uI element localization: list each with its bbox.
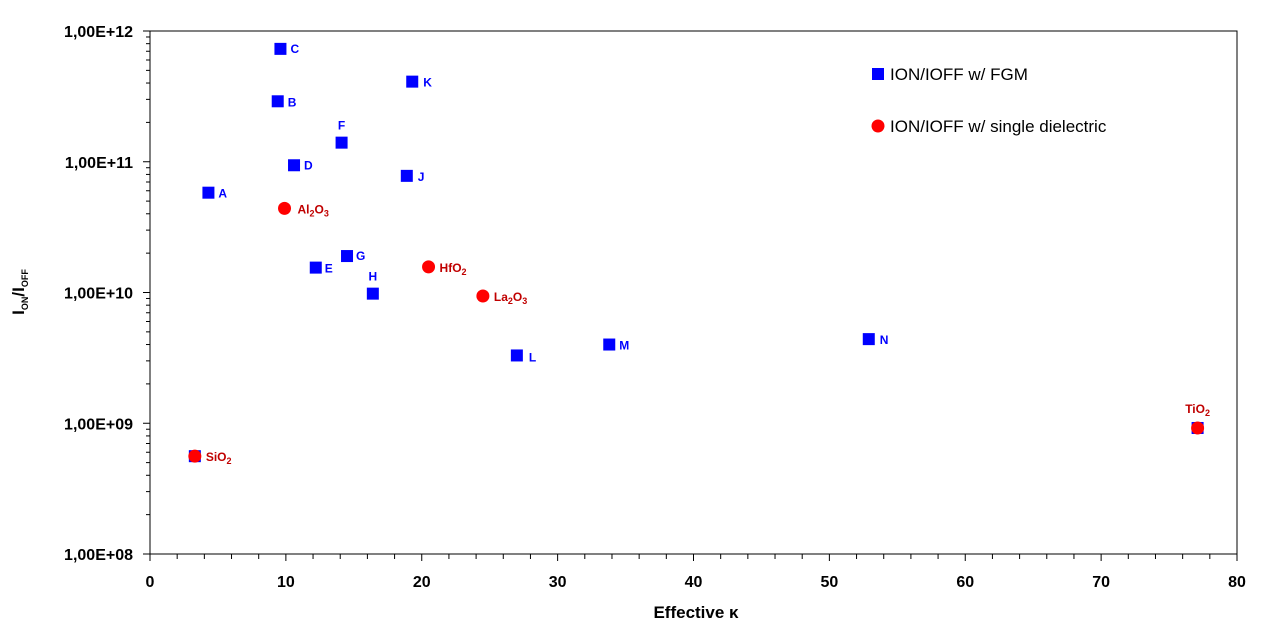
fgm-point bbox=[510, 349, 523, 362]
fgm-point-label: K bbox=[423, 76, 432, 90]
single-dielectric-point bbox=[188, 449, 202, 463]
fgm-point-label: M bbox=[619, 339, 629, 353]
y-tick-label: 1,00E+09 bbox=[64, 416, 133, 433]
fgm-point-label: J bbox=[418, 170, 425, 184]
y-tick-label: 1,00E+10 bbox=[64, 286, 133, 303]
legend-fgm-label: ION/IOFF w/ FGM bbox=[890, 65, 1028, 84]
x-tick-label: 0 bbox=[146, 574, 155, 591]
fgm-point bbox=[202, 186, 215, 199]
single-dielectric-label: SiO2 bbox=[206, 450, 232, 466]
axes: 0 10 20 30 40 50 60 70 80 1,00E+08 1,00E+09 1,00E+1… bbox=[64, 24, 1246, 591]
fgm-point bbox=[406, 75, 419, 88]
y-tick-label: 1,00E+08 bbox=[64, 547, 133, 564]
y-tick-label: 1,00E+12 bbox=[64, 24, 133, 41]
legend: ION/IOFF w/ FGM ION/IOFF w/ single diele… bbox=[871, 65, 1107, 136]
single-dielectric-point bbox=[1191, 421, 1205, 435]
single-dielectric-label: TiO2 bbox=[1185, 402, 1210, 418]
fgm-point-label: D bbox=[304, 158, 313, 172]
x-tick-label: 60 bbox=[956, 574, 974, 591]
x-tick-label: 10 bbox=[277, 574, 295, 591]
fgm-point-label: N bbox=[880, 333, 889, 347]
fgm-point-label: G bbox=[356, 249, 365, 263]
point-labels: A B C D E F GH J K L M N SiO2 Al2O3 HfO2 La2O3 TiO2 bbox=[206, 42, 1210, 466]
single-dielectric-point bbox=[278, 201, 292, 215]
legend-fgm-marker bbox=[872, 68, 884, 80]
single-dielectric-label: HfO2 bbox=[440, 261, 467, 277]
fgm-point-label: C bbox=[290, 42, 299, 56]
fgm-point-label: E bbox=[325, 262, 333, 276]
legend-single-label: ION/IOFF w/ single dielectric bbox=[890, 117, 1107, 136]
x-tick-label: 70 bbox=[1092, 574, 1110, 591]
fgm-point bbox=[862, 333, 875, 346]
fgm-point-label: A bbox=[218, 187, 227, 201]
plot-area bbox=[149, 30, 1238, 555]
single-dielectric-label: Al2O3 bbox=[298, 202, 329, 218]
y-tick-label: 1,00E+11 bbox=[65, 155, 133, 172]
fgm-point bbox=[309, 261, 322, 274]
x-tick-label: 20 bbox=[413, 574, 431, 591]
fgm-point bbox=[271, 95, 284, 108]
fgm-point-label: H bbox=[368, 270, 377, 284]
data-marks bbox=[188, 42, 1205, 463]
fgm-point bbox=[335, 136, 348, 149]
x-tick-label: 40 bbox=[685, 574, 703, 591]
single-dielectric-point bbox=[476, 289, 490, 303]
x-tick-label: 50 bbox=[820, 574, 838, 591]
fgm-point bbox=[274, 42, 287, 55]
fgm-point-label: L bbox=[529, 350, 536, 364]
fgm-point-label: F bbox=[338, 119, 345, 133]
single-dielectric-point bbox=[422, 260, 436, 274]
fgm-point-label: B bbox=[288, 95, 297, 109]
legend-single-marker bbox=[871, 119, 885, 133]
fgm-point bbox=[341, 250, 354, 263]
fgm-point bbox=[288, 159, 301, 172]
fgm-point bbox=[366, 287, 379, 300]
fgm-point bbox=[400, 169, 413, 182]
x-tick-label: 30 bbox=[549, 574, 567, 591]
y-axis-title: ION/IOFF bbox=[9, 269, 30, 315]
single-dielectric-label: La2O3 bbox=[494, 290, 527, 306]
x-tick-label: 80 bbox=[1228, 574, 1246, 591]
fgm-point bbox=[603, 338, 616, 351]
x-axis-title: Effective κ bbox=[653, 603, 739, 622]
